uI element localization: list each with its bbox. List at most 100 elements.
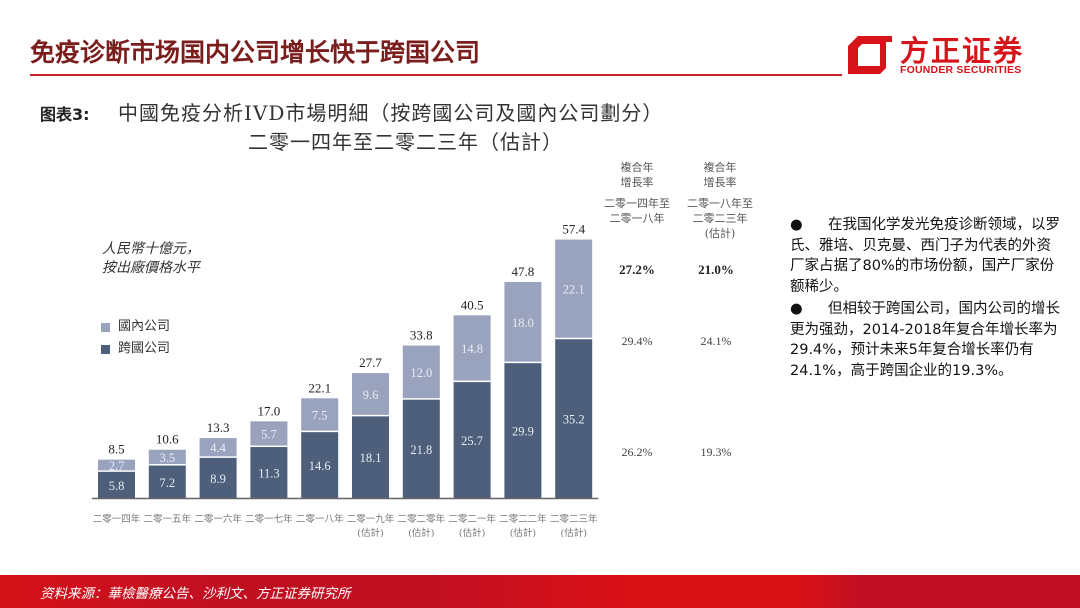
bullet-dot-icon: ● — [790, 217, 803, 233]
bar-label-domestic: 22.1 — [563, 283, 585, 297]
bar-label-domestic: 18.0 — [512, 316, 534, 330]
source-note: 资料来源：華檢醫療公告、沙利文、方正证券研究所 — [40, 586, 351, 602]
bullet-text: 但相较于跨国公司，国内公司的增长更为强劲，2014-2018年复合年增长率为29… — [790, 301, 1060, 379]
bar-label-domestic: 5.7 — [261, 427, 277, 441]
logo-text-en: FOUNDER SECURITIES — [900, 64, 1022, 76]
bar-label-multinational: 35.2 — [563, 413, 585, 427]
cagr-domestic-2018-2023: 24.1% — [700, 334, 732, 348]
bar-multinational — [352, 416, 389, 498]
bar-multinational — [453, 382, 491, 498]
legend-item-domestic: 國內公司 — [101, 316, 170, 338]
x-tick-label: 二零二零年 — [398, 513, 446, 525]
cagr-head-line: (估計) — [704, 227, 736, 240]
bar-total-label: 22.1 — [308, 380, 331, 395]
bar-label-multinational: 11.3 — [258, 467, 279, 481]
cagr-head-line: 增長率 — [620, 176, 654, 189]
bar-domestic — [98, 459, 135, 471]
legend-item-multinational: 跨國公司 — [101, 338, 170, 360]
unit-line1: 人民幣十億元， — [102, 241, 200, 257]
bar-domestic — [504, 281, 542, 362]
founder-logo-icon — [848, 36, 892, 74]
header-divider — [30, 74, 842, 76]
bar-domestic — [555, 239, 593, 338]
bar-label-multinational: 29.9 — [512, 425, 534, 439]
bar-total-label: 8.5 — [108, 442, 124, 457]
cagr-total-2014-2018: 27.2% — [619, 262, 655, 277]
bar-label-domestic: 2.7 — [109, 459, 125, 473]
bar-domestic — [301, 398, 339, 431]
x-tick-label: 二零一五年 — [144, 513, 192, 525]
bar-domestic — [352, 373, 389, 415]
legend-swatch-domestic — [101, 322, 110, 332]
bullet-dot-icon: ● — [790, 301, 803, 317]
x-tick-label: 二零一七年 — [245, 513, 293, 525]
x-tick-label: 二零一六年 — [194, 513, 242, 525]
bar-total-label: 47.8 — [512, 264, 535, 279]
bar-domestic — [250, 421, 288, 446]
x-tick-label-sub: (估計) — [408, 527, 434, 539]
x-tick-label-sub: (估計) — [459, 527, 485, 539]
legend-label-domestic: 國內公司 — [118, 319, 171, 334]
bar-total-label: 33.8 — [410, 328, 433, 343]
cagr-head-line: 二零二三年 — [692, 212, 748, 225]
bar-total-label: 40.5 — [461, 297, 484, 312]
bar-multinational — [148, 465, 186, 498]
x-tick-label: 二零二三年 — [550, 513, 598, 525]
logo-text-cn: 方正证券 — [900, 34, 1025, 68]
bar-multinational — [555, 339, 593, 498]
cagr-total-2018-2023: 21.0% — [698, 262, 734, 277]
bar-label-domestic: 9.6 — [363, 388, 379, 402]
legend-swatch-multinational — [101, 344, 110, 354]
bar-domestic — [402, 345, 440, 399]
bar-label-multinational: 5.8 — [109, 479, 125, 493]
bar-label-domestic: 12.0 — [410, 366, 432, 380]
bar-label-multinational: 18.1 — [360, 451, 382, 465]
x-tick-label-sub: (估計) — [510, 527, 536, 539]
x-tick-label: 二零二一年 — [448, 513, 496, 525]
y-unit-label: 人民幣十億元， 按出廠價格水平 — [102, 240, 200, 278]
bar-multinational — [504, 363, 542, 498]
page-title: 免疫诊断市场国内公司增长快于跨国公司 — [30, 38, 481, 67]
founder-securities-logo: 方正证券 FOUNDER SECURITIES — [848, 28, 1048, 78]
bar-label-multinational: 14.6 — [309, 459, 331, 473]
chart-title-line2: 二零一四年至二零二三年（估計） — [248, 130, 563, 154]
x-tick-label: 二零一八年 — [296, 513, 344, 525]
cagr-multinational-2014-2018: 26.2% — [621, 445, 653, 459]
cagr-head-line: 複合年 — [620, 161, 654, 174]
cagr-head-line: 複合年 — [703, 161, 737, 174]
bar-label-multinational: 25.7 — [461, 434, 483, 448]
bar-label-multinational: 7.2 — [159, 476, 175, 490]
bar-label-domestic: 3.5 — [159, 451, 175, 465]
figure-label: 图表3: — [40, 105, 90, 124]
cagr-domestic-2014-2018: 29.4% — [621, 334, 653, 348]
bar-multinational — [98, 471, 135, 498]
unit-line2: 按出廠價格水平 — [102, 260, 200, 276]
bar-domestic — [453, 315, 491, 381]
bar-total-label: 10.6 — [156, 432, 179, 447]
bullet-item: ● 但相较于跨国公司，国内公司的增长更为强劲，2014-2018年复合年增长率为2… — [790, 299, 1060, 381]
bar-domestic — [148, 449, 186, 465]
bar-label-domestic: 14.8 — [461, 342, 483, 356]
bullet-item: ● 在我国化学发光免疫诊断领域，以罗氏、雅培、贝克曼、西门子为代表的外资厂家占据了… — [790, 215, 1060, 297]
bar-label-domestic: 4.4 — [210, 441, 226, 455]
x-tick-label: 二零一四年 — [93, 513, 141, 525]
cagr-head-line: 二零一八年至 — [687, 197, 753, 210]
bar-total-label: 27.7 — [359, 355, 382, 370]
bar-label-domestic: 7.5 — [312, 408, 328, 422]
bar-multinational — [402, 399, 440, 498]
bullet-text: 在我国化学发光免疫诊断领域，以罗氏、雅培、贝克曼、西门子为代表的外资厂家占据了8… — [790, 217, 1060, 295]
cagr-head-line: 二零一八年 — [609, 212, 665, 225]
cagr-head-line: 二零一四年至 — [604, 197, 670, 210]
bar-multinational — [250, 447, 288, 498]
footer-bar: 资料来源：華檢醫療公告、沙利文、方正证券研究所 — [0, 575, 1080, 608]
cagr-multinational-2018-2023: 19.3% — [700, 445, 732, 459]
x-tick-label: 二零二二年 — [499, 513, 547, 525]
bar-label-multinational: 21.8 — [410, 443, 432, 457]
cagr-header-2014-2018: 複合年 增長率 二零一四年至 二零一八年 — [592, 160, 682, 226]
bar-domestic — [199, 438, 237, 457]
chart-title-line1: 中國免疫分析IVD市場明細（按跨國公司及國內公司劃分） — [118, 101, 664, 125]
bar-multinational — [199, 457, 237, 498]
bar-total-label: 17.0 — [258, 403, 281, 418]
bar-total-label: 13.3 — [207, 420, 230, 435]
